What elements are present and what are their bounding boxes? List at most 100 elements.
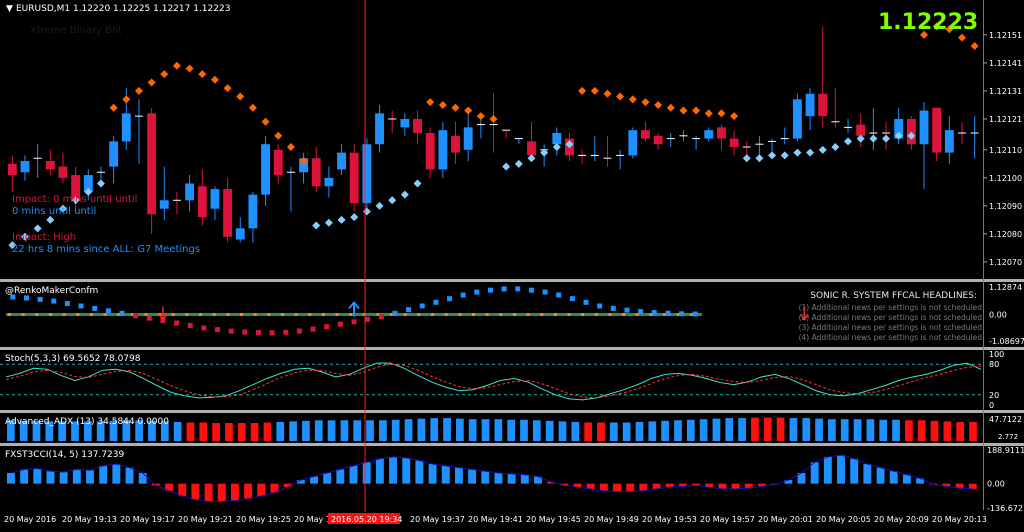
adx-bar: [148, 420, 156, 441]
adx-bar: [122, 420, 131, 441]
psar-dot: [109, 103, 118, 112]
adx-bar: [289, 421, 297, 441]
psar-dot: [768, 151, 777, 160]
renko-dot: [37, 296, 43, 302]
renko-signal-dot: [663, 313, 667, 317]
cci-bar: [270, 483, 279, 493]
renko-dot: [569, 296, 575, 302]
cci-bar: [336, 469, 345, 484]
price-tick-label: 1.12151: [989, 31, 1022, 40]
stoch-signal-line: [5, 363, 982, 399]
adx-bar: [481, 419, 490, 441]
adx-bar: [135, 420, 143, 441]
psar-dot: [565, 140, 574, 149]
renko-dot: [597, 303, 603, 309]
panel-separator[interactable]: [0, 347, 1024, 350]
cci-bar: [942, 483, 951, 487]
cci-bar: [428, 464, 437, 484]
adx-bar: [379, 420, 387, 441]
renko-dot: [187, 322, 193, 328]
adx-bar: [699, 419, 708, 441]
renko-panel[interactable]: 1.12874 0.00 -1.08697: [6, 283, 1024, 346]
adx-bar: [674, 420, 682, 441]
cci-bar: [599, 483, 608, 491]
renko-dot: [255, 330, 261, 336]
candle-body: [400, 118, 410, 128]
psar-dot: [261, 117, 270, 126]
psar-dot: [920, 30, 929, 39]
cci-bar: [389, 456, 397, 484]
psar-dot: [958, 33, 967, 42]
renko-dot: [651, 310, 657, 316]
cci-bar: [692, 483, 701, 486]
price-tick-label: 1.12090: [989, 202, 1022, 211]
adx-bar: [686, 419, 695, 441]
panel-separator[interactable]: [0, 443, 1024, 446]
renko-signal-dot: [458, 313, 462, 317]
renko-dot: [78, 303, 84, 309]
renko-dot: [542, 289, 548, 295]
renko-signal-dot: [431, 313, 435, 317]
adx-bar: [7, 420, 15, 441]
renko-dot: [228, 328, 234, 334]
adx-bar: [853, 419, 862, 441]
adx-bar: [494, 419, 503, 441]
main-price-panel[interactable]: 1.12151 1.12141 1.12131 1.12121 1.12110 1.121…: [7, 22, 1022, 267]
stoch-tick-label: 100: [989, 350, 1004, 359]
cci-bar: [415, 460, 424, 484]
candle-body: [337, 152, 346, 170]
chart-menu-arrow[interactable]: ▼: [6, 4, 13, 14]
cci-bar: [99, 465, 108, 484]
renko-signal-dot: [540, 313, 544, 317]
psar-dot: [844, 137, 853, 146]
adx-bar: [892, 419, 900, 441]
renko-signal-dot: [321, 313, 325, 317]
psar-dot: [869, 134, 878, 143]
cci-bar: [731, 483, 740, 489]
news-impact-line: Impact: 0 mins until until: [12, 194, 137, 205]
psar-dot: [8, 241, 17, 250]
renko-signal-dot: [676, 313, 680, 317]
panel-separator[interactable]: [0, 410, 1024, 413]
cci-bar: [863, 464, 872, 484]
cci-bar: [46, 471, 55, 484]
adx-bar: [622, 422, 631, 441]
adx-bar: [404, 419, 413, 441]
psar-dot: [489, 114, 498, 123]
cci-bar: [837, 455, 845, 484]
renko-dot: [378, 314, 384, 320]
adx-bar: [802, 418, 811, 441]
psar-dot: [641, 98, 650, 107]
time-label: 20 May 19:21: [178, 515, 233, 524]
psar-dot: [147, 78, 156, 87]
cci-bar: [968, 483, 977, 489]
news-since-event: 22 hrs 8 mins since ALL: G7 Meetings: [12, 244, 200, 255]
cci-bar: [494, 472, 503, 484]
renko-signal-dot: [240, 313, 243, 317]
price-tick-label: 1.12141: [989, 59, 1022, 68]
psar-dot: [780, 151, 789, 160]
psar-dot: [426, 98, 435, 107]
renko-signal-dot: [690, 313, 694, 317]
cci-bar: [349, 465, 358, 484]
adx-panel[interactable]: 47.7122 2.772: [7, 415, 1022, 441]
news-countdown-line: 0 mins until until: [12, 206, 96, 217]
psar-dot: [590, 86, 599, 95]
cci-bar: [191, 483, 200, 500]
adx-bar: [558, 421, 567, 441]
cci-bar: [573, 483, 582, 488]
price-tick-label: 1.12121: [989, 115, 1022, 124]
candle-body: [71, 175, 81, 201]
adx-bar: [725, 418, 734, 441]
cci-bar: [112, 464, 121, 484]
cci-panel[interactable]: 188.9111 0.00 -136.6721: [7, 446, 1024, 513]
adx-bar: [584, 422, 592, 441]
adx-bar: [160, 421, 169, 441]
renko-dot: [310, 326, 316, 332]
adx-bar: [828, 419, 836, 441]
time-label: 20 May 19:57: [700, 515, 755, 524]
renko-signal-dot: [8, 313, 11, 317]
panel-separator[interactable]: [0, 279, 1024, 282]
